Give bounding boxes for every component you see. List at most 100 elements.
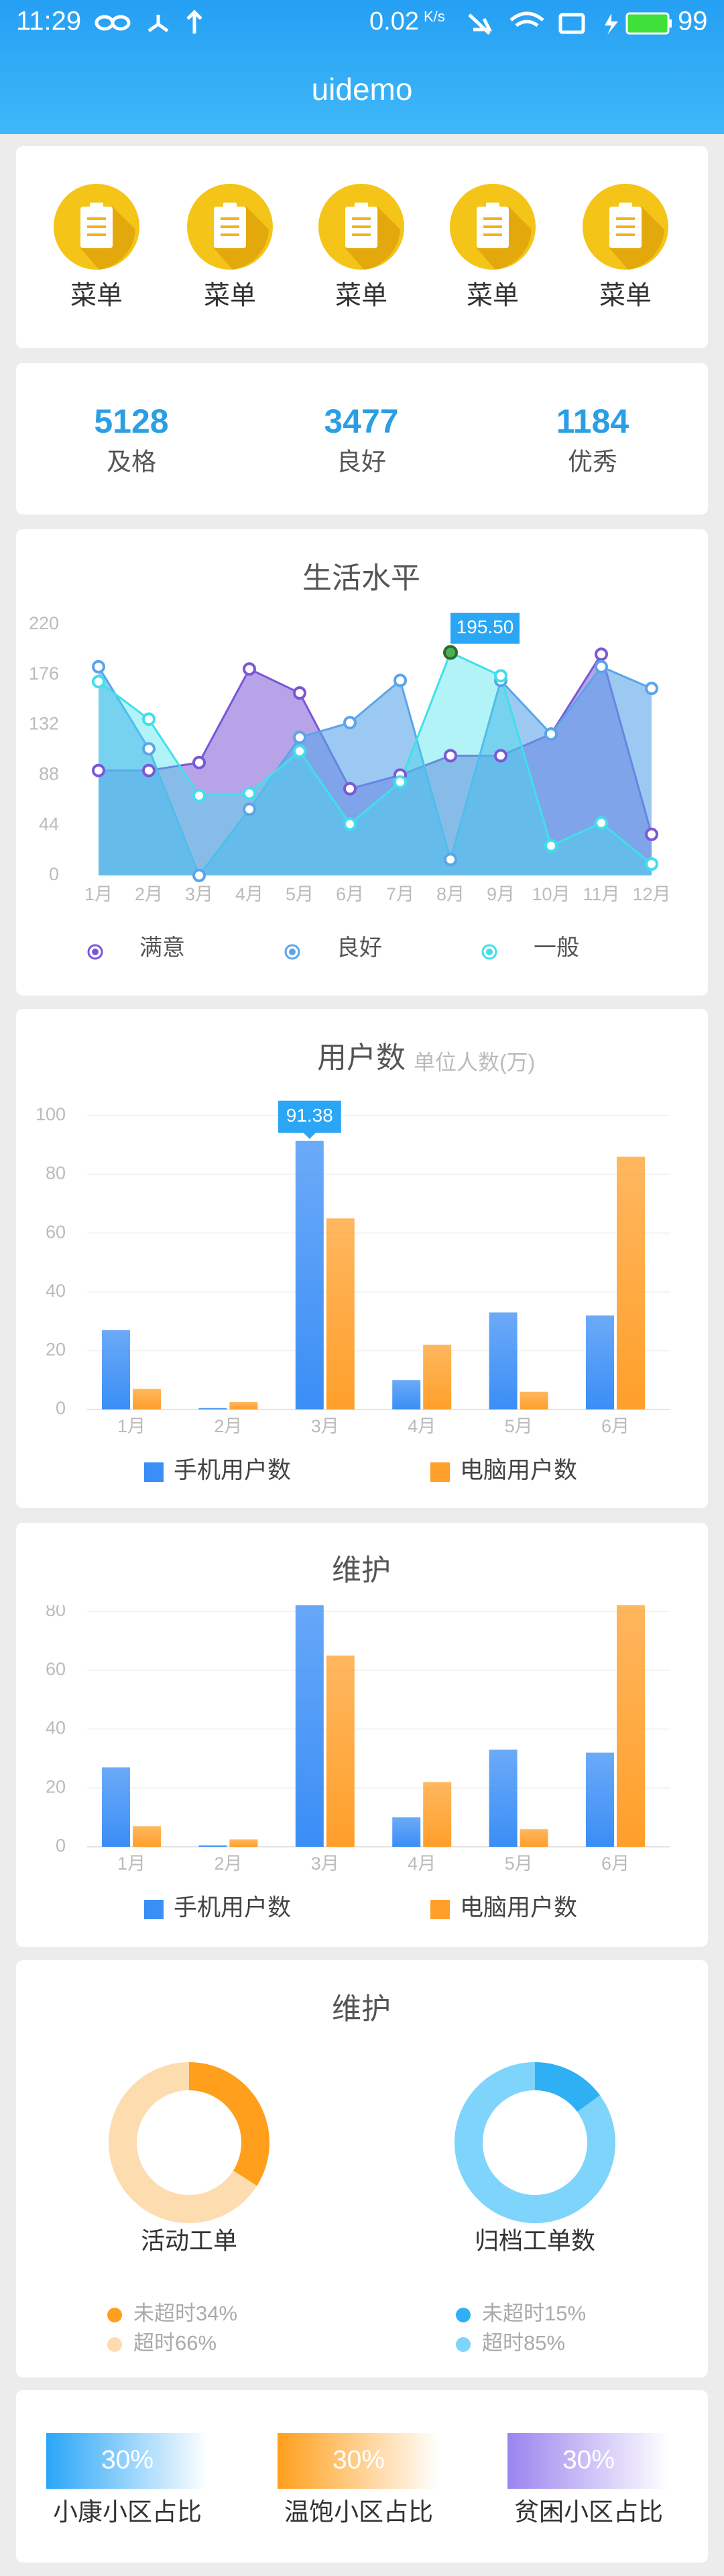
menu-icon-line <box>87 233 106 236</box>
bar <box>295 1140 324 1409</box>
y-tick-label: 0 <box>56 1835 66 1856</box>
app-title: uidemo <box>312 72 413 107</box>
x-tick-label: 2月 <box>214 1854 242 1874</box>
menu-icon-line <box>221 225 239 228</box>
legend-label: 未超时34% <box>133 2302 237 2325</box>
x-tick-label: 11月 <box>583 884 619 904</box>
y-tick-label: 40 <box>46 1718 66 1738</box>
y-tick-label: 0 <box>56 1398 66 1418</box>
donut-title: 活动工单 <box>141 2227 237 2255</box>
stat-value: 3477 <box>324 402 398 440</box>
y-tick-label: 88 <box>39 764 59 784</box>
y-tick-label: 176 <box>29 663 59 684</box>
data-point <box>243 786 256 800</box>
legend-value: 85% <box>524 2331 565 2355</box>
legend-value: 15% <box>544 2302 586 2325</box>
menu-icon-line <box>352 217 371 220</box>
legend-label: 电脑用户数 <box>460 1894 577 1921</box>
x-tick-label: 4月 <box>235 884 263 904</box>
menu-icon-line <box>483 225 502 228</box>
data-point <box>142 742 156 756</box>
stat-label: 优秀 <box>568 448 617 476</box>
legend-label: 超时66% <box>133 2331 217 2355</box>
data-point <box>343 782 357 796</box>
highlight-point <box>443 645 458 660</box>
menu-item[interactable]: 菜单 <box>318 184 404 310</box>
y-tick-label: 100 <box>36 1104 66 1124</box>
status-battery: 99 <box>678 7 708 36</box>
annotation-label: 91.38 <box>286 1105 333 1126</box>
bar <box>326 1218 355 1409</box>
x-tick-label: 5月 <box>505 1854 533 1874</box>
data-point <box>394 775 407 789</box>
legend-value: 34% <box>196 2302 237 2325</box>
x-tick-label: 12月 <box>632 884 670 904</box>
plot-area: 0 20 40 60 80 <box>46 1600 670 1856</box>
status-icons <box>95 9 585 35</box>
ratio-bar <box>507 2433 670 2489</box>
data-point <box>92 675 105 688</box>
data-point <box>142 712 156 727</box>
legend-marker-dot <box>486 949 493 955</box>
menu-item[interactable]: 菜单 <box>450 184 536 310</box>
data-point <box>595 816 608 830</box>
menu-item[interactable]: 菜单 <box>187 184 273 310</box>
legend-name: 未超时 <box>133 2302 196 2325</box>
data-point <box>645 857 658 871</box>
legend-marker-dot <box>289 949 296 955</box>
chart-subtitle: 单位人数(万) <box>414 1050 535 1074</box>
chart-title: 生活水平 <box>302 562 420 595</box>
bar <box>392 1380 421 1409</box>
plot-area: 0 20 40 60 80 100 <box>36 1104 670 1418</box>
header-background <box>0 0 724 134</box>
ratio-value: 30% <box>333 2445 385 2474</box>
menu-icon-line <box>352 233 371 236</box>
legend-dot <box>107 2337 122 2352</box>
menu-icon-line <box>87 225 106 228</box>
menu-icon-line <box>352 225 371 228</box>
legend-label: 满意 <box>139 935 185 961</box>
data-point <box>544 727 558 741</box>
status-time: 11:29 <box>16 7 81 36</box>
x-tick-label: 7月 <box>386 884 414 904</box>
annotation-box <box>278 1100 341 1133</box>
y-tick-label: 80 <box>46 1600 66 1620</box>
legend-swatch <box>144 1900 164 1919</box>
x-tick-label: 2月 <box>214 1416 242 1436</box>
data-point <box>192 789 206 802</box>
y-tick-label: 20 <box>46 1776 66 1796</box>
bar <box>520 1829 548 1847</box>
legend-label: 未超时15% <box>482 2302 586 2325</box>
annotation-label: 195.50 <box>457 616 514 637</box>
data-point <box>192 755 206 769</box>
bar <box>489 1750 518 1847</box>
data-point <box>595 647 608 661</box>
legend-label: 超时85% <box>482 2331 565 2355</box>
stat-label: 及格 <box>107 448 156 476</box>
bar <box>423 1782 452 1847</box>
legend-dot <box>456 2337 471 2352</box>
y-tick-label: 220 <box>29 613 59 633</box>
ratio-label: 贫困小区占比 <box>514 2498 663 2526</box>
bar <box>326 1655 355 1847</box>
data-point <box>343 716 357 730</box>
x-tick-label: 2月 <box>135 884 163 904</box>
data-point <box>243 802 256 816</box>
menu-icon-clip <box>486 203 499 209</box>
series-line <box>97 665 652 878</box>
ratio-value: 30% <box>562 2445 615 2474</box>
x-tick-label: 5月 <box>286 884 314 904</box>
menu-label: 菜单 <box>204 281 256 310</box>
data-point <box>645 827 658 841</box>
stats-card <box>16 363 708 515</box>
menu-icon-line <box>483 217 502 220</box>
menu-item[interactable]: 菜单 <box>54 184 139 310</box>
donut-slice <box>455 2062 616 2224</box>
data-point <box>595 659 608 674</box>
x-tick-label: 8月 <box>436 884 465 904</box>
legend-name: 未超时 <box>482 2302 544 2325</box>
menu-item[interactable]: 菜单 <box>583 184 668 310</box>
data-point <box>92 659 105 674</box>
chart-title: 用户数 <box>317 1042 406 1075</box>
